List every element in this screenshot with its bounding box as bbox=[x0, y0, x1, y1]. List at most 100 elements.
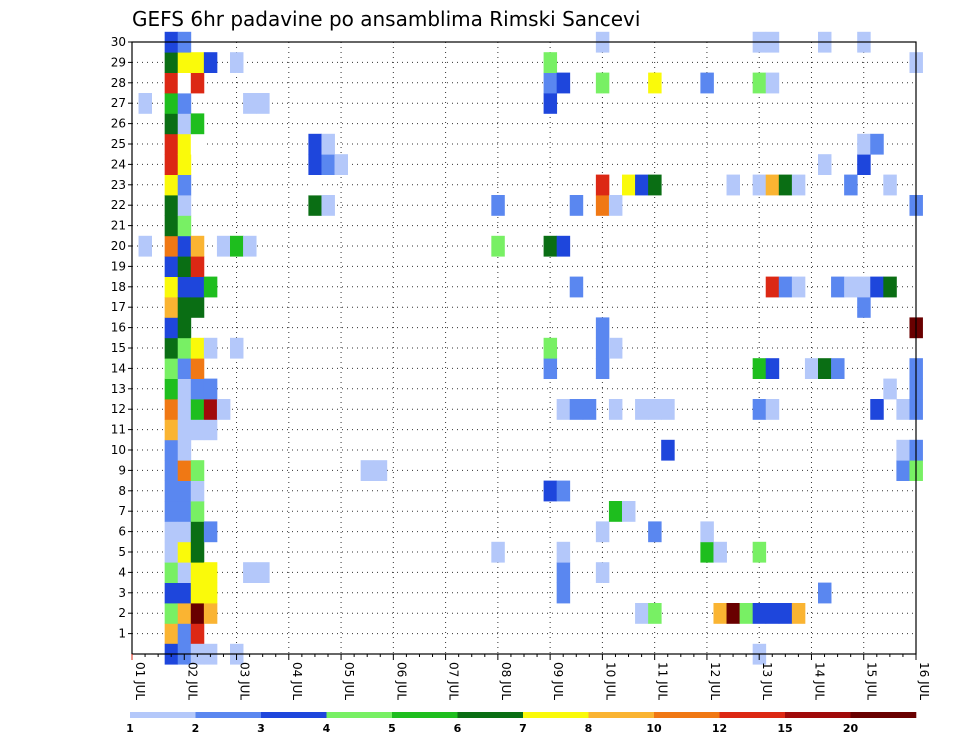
legend-swatch bbox=[261, 712, 327, 718]
x-tick-label: 14 JUL bbox=[812, 662, 826, 700]
y-tick-label: 1 bbox=[118, 627, 126, 641]
precip-cell bbox=[203, 378, 218, 400]
precip-cell bbox=[177, 623, 192, 645]
legend-swatch bbox=[326, 712, 393, 718]
precip-cell bbox=[543, 480, 558, 502]
precip-cell bbox=[164, 419, 179, 441]
x-tick-label: 04 JUL bbox=[290, 662, 304, 700]
precip-cell bbox=[896, 460, 910, 481]
precip-cell bbox=[713, 603, 727, 624]
precip-cell bbox=[138, 93, 152, 114]
precip-cell bbox=[543, 93, 558, 114]
precip-cell bbox=[608, 399, 623, 420]
precip-cell bbox=[177, 195, 192, 216]
legend-label: 3 bbox=[257, 722, 265, 735]
legend-label: 12 bbox=[712, 722, 727, 735]
y-tick-label: 3 bbox=[118, 586, 126, 600]
y-tick-label: 22 bbox=[111, 198, 126, 212]
x-tick-label: 03 JUL bbox=[238, 662, 252, 700]
precip-cell bbox=[595, 562, 610, 583]
precip-cell bbox=[595, 72, 610, 94]
precip-cell bbox=[818, 358, 832, 379]
precip-cell bbox=[308, 133, 322, 155]
legend-label: 2 bbox=[192, 722, 200, 735]
y-tick-label: 6 bbox=[118, 525, 126, 539]
precip-cell bbox=[844, 276, 858, 298]
precip-cell bbox=[661, 399, 675, 420]
color-legend: 1 2 3 4 5 6 7 8 10 12 15 20 bbox=[126, 712, 917, 735]
precip-cell bbox=[203, 399, 218, 420]
precip-cell bbox=[164, 521, 179, 543]
precip-cell bbox=[203, 582, 218, 604]
precip-cell bbox=[190, 419, 205, 441]
legend-label: 6 bbox=[454, 722, 462, 735]
legend-swatch bbox=[785, 712, 851, 718]
precip-cell bbox=[164, 337, 179, 359]
precip-cell bbox=[556, 582, 571, 604]
precip-cell bbox=[543, 72, 558, 94]
precip-cell bbox=[321, 133, 335, 155]
precip-cell bbox=[203, 603, 218, 624]
precip-cell bbox=[818, 582, 832, 604]
precip-cell bbox=[164, 623, 179, 645]
precip-cell bbox=[177, 276, 192, 298]
precip-cell bbox=[164, 154, 179, 175]
precip-cell bbox=[491, 541, 505, 563]
precip-cell bbox=[190, 603, 205, 624]
precip-cell bbox=[256, 562, 270, 583]
precip-cell bbox=[543, 235, 558, 257]
y-tick-label: 7 bbox=[118, 504, 126, 518]
precip-cell bbox=[883, 174, 897, 196]
precip-cell bbox=[556, 235, 571, 257]
precip-cell bbox=[595, 337, 610, 359]
precip-cell bbox=[177, 582, 192, 604]
precip-cell bbox=[648, 521, 662, 543]
precip-cell bbox=[648, 603, 662, 624]
precip-cell bbox=[190, 582, 205, 604]
precip-cell bbox=[190, 623, 205, 645]
precip-cell bbox=[190, 133, 205, 155]
precip-cell bbox=[177, 460, 192, 481]
precip-cell bbox=[765, 276, 780, 298]
y-tick-label: 16 bbox=[111, 321, 126, 335]
precip-cell bbox=[203, 419, 218, 441]
precip-cell bbox=[164, 52, 179, 73]
precip-cell bbox=[216, 399, 231, 420]
precip-cell bbox=[752, 174, 767, 196]
y-tick-label: 18 bbox=[111, 280, 126, 294]
precip-cell bbox=[582, 399, 597, 420]
precip-cell bbox=[791, 276, 806, 298]
axes-layer: 1234567891011121314151617181920212223242… bbox=[111, 35, 931, 700]
x-tick-label: 05 JUL bbox=[342, 662, 356, 700]
precip-cell bbox=[569, 399, 584, 420]
precip-cell bbox=[635, 174, 649, 196]
precip-cell bbox=[595, 521, 610, 543]
x-tick-label: 07 JUL bbox=[447, 662, 461, 700]
precip-cell bbox=[164, 358, 179, 379]
precip-cell bbox=[190, 113, 205, 135]
precip-cell bbox=[818, 154, 832, 175]
precip-cell bbox=[778, 603, 793, 624]
precip-cell bbox=[177, 174, 192, 196]
y-tick-label: 13 bbox=[111, 382, 126, 396]
precip-cell bbox=[870, 399, 884, 420]
legend-swatch bbox=[130, 712, 196, 718]
precip-cell bbox=[543, 337, 558, 359]
precip-cell bbox=[190, 337, 205, 359]
precip-cell bbox=[230, 337, 244, 359]
precip-cell bbox=[896, 439, 910, 461]
precip-cell bbox=[190, 256, 205, 277]
x-tick-label: 16 JUL bbox=[917, 662, 931, 700]
precip-cell bbox=[308, 174, 322, 196]
chart-title: GEFS 6hr padavine po ansamblima Rimski S… bbox=[132, 7, 640, 31]
legend-swatch bbox=[195, 712, 262, 718]
precip-cell bbox=[177, 562, 192, 583]
y-tick-label: 26 bbox=[111, 117, 126, 131]
precip-cell bbox=[595, 195, 610, 216]
x-tick-label: 13 JUL bbox=[760, 662, 774, 700]
precip-cell bbox=[883, 378, 897, 400]
legend-label: 8 bbox=[585, 722, 593, 735]
precip-cell bbox=[190, 297, 205, 318]
precip-cell bbox=[243, 93, 257, 114]
